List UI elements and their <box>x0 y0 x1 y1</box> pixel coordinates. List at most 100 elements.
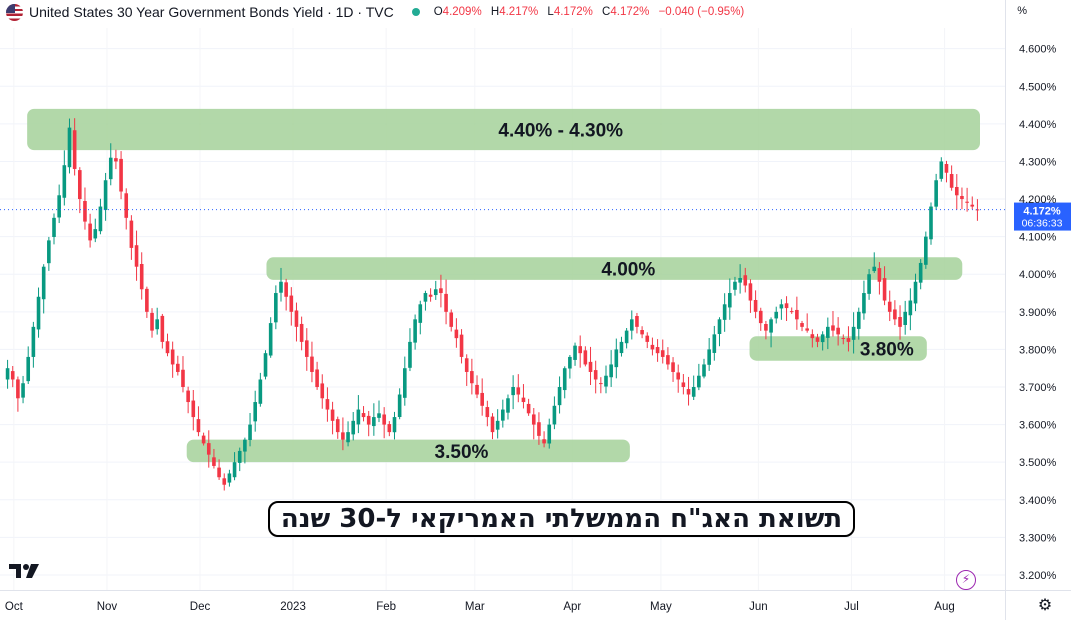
candle-body <box>217 467 221 478</box>
candle-body <box>681 382 686 388</box>
candle-body <box>495 420 500 430</box>
candle-body <box>779 304 784 309</box>
y-tick-label: 3.200% <box>1019 570 1057 582</box>
candle-body <box>908 300 913 316</box>
candle-body <box>583 350 588 365</box>
candle-body <box>361 413 366 418</box>
candle-body <box>924 236 928 265</box>
candlestick-series <box>5 118 980 491</box>
candle-body <box>485 407 490 418</box>
candle-body <box>702 364 706 377</box>
candle-body <box>872 266 877 272</box>
candle-body <box>975 209 980 211</box>
candle-body <box>640 330 644 335</box>
candle-body <box>139 263 144 290</box>
candle-body <box>660 350 665 357</box>
y-tick-label: 4.600% <box>1019 44 1057 56</box>
candle-body <box>454 329 459 339</box>
x-tick-label: Jul <box>844 601 859 613</box>
candle-body <box>893 309 897 320</box>
candle-body <box>568 356 572 369</box>
candle-body <box>562 368 567 391</box>
symbol-title[interactable]: United States 30 Year Government Bonds Y… <box>29 4 394 20</box>
x-tick-label: Aug <box>934 601 954 613</box>
x-tick-label: Apr <box>563 601 581 613</box>
candle-body <box>831 325 835 331</box>
candle-body <box>320 383 325 399</box>
y-tick-label: 4.400% <box>1019 119 1057 131</box>
candle-body <box>604 375 608 387</box>
candle-body <box>341 432 345 440</box>
candle-body <box>108 157 113 180</box>
gear-icon[interactable]: ⚙ <box>1037 597 1053 614</box>
candle-body <box>490 416 495 433</box>
x-tick-label: Jun <box>749 601 768 613</box>
candle-body <box>258 379 263 404</box>
candle-body <box>382 414 386 425</box>
candle-body <box>31 326 36 357</box>
x-tick-label: Oct <box>5 601 24 613</box>
candle-body <box>346 432 350 443</box>
candle-body <box>738 277 742 283</box>
x-tick-label: 2023 <box>280 601 306 613</box>
candle-body <box>929 206 933 240</box>
y-tick-label: 3.800% <box>1019 344 1057 356</box>
candle-body <box>666 355 670 365</box>
y-tick-label: 4.500% <box>1019 81 1057 93</box>
candle-body <box>98 206 103 232</box>
candle-body <box>887 301 892 312</box>
candle-body <box>268 323 273 356</box>
candle-body <box>335 419 340 433</box>
candle-body <box>949 174 954 188</box>
market-status-dot-icon <box>411 8 420 16</box>
last-price-line: 4.172%06:36:33 <box>0 202 1071 231</box>
candle-body <box>237 450 242 463</box>
zone-rect <box>749 336 927 361</box>
candle-body <box>836 327 840 335</box>
candle-body <box>635 316 639 327</box>
candle-body <box>325 399 330 410</box>
lightning-icon[interactable]: ⚡ <box>956 570 976 590</box>
candle-body <box>898 317 902 327</box>
candle-body <box>299 323 304 342</box>
candle-body <box>542 439 546 444</box>
candle-body <box>537 422 541 436</box>
candle-body <box>449 312 454 327</box>
candle-body <box>206 443 211 455</box>
candle-body <box>418 304 423 323</box>
candle-body <box>134 245 139 267</box>
candle-body <box>103 180 108 210</box>
tradingview-logo-icon[interactable] <box>9 562 41 580</box>
candle-body <box>862 293 866 314</box>
candle-body <box>16 379 20 399</box>
x-tick-label: Nov <box>97 601 118 613</box>
candle-body <box>526 403 531 414</box>
y-tick-label: 3.700% <box>1019 382 1057 394</box>
zone-rect <box>266 257 963 280</box>
candle-body <box>191 400 196 418</box>
high-value: 4.217% <box>499 6 539 18</box>
time-axis: Oct Nov Dec 2023 Feb Mar Apr May Jun Jul Aug <box>0 590 1071 613</box>
candle-body <box>655 347 660 354</box>
candle-body <box>588 361 593 372</box>
candle-body <box>459 334 464 357</box>
zone-rect <box>186 439 630 463</box>
candle-body <box>501 409 505 421</box>
candle-body <box>784 303 789 309</box>
candle-body <box>800 323 804 327</box>
candle-body <box>279 281 283 293</box>
candle-body <box>511 387 515 396</box>
candle-body <box>856 311 861 329</box>
candle-body <box>733 281 737 290</box>
candle-body <box>124 193 129 218</box>
candle-body <box>186 390 190 403</box>
candle-body <box>150 312 154 331</box>
x-tick-label: Feb <box>376 601 396 613</box>
us-flag-icon <box>6 3 23 21</box>
candle-body <box>284 282 288 297</box>
y-tick-label: 3.400% <box>1019 495 1057 507</box>
zone-label: 3.80% <box>860 339 914 360</box>
x-tick-label: May <box>650 601 672 613</box>
candle-body <box>351 420 356 435</box>
